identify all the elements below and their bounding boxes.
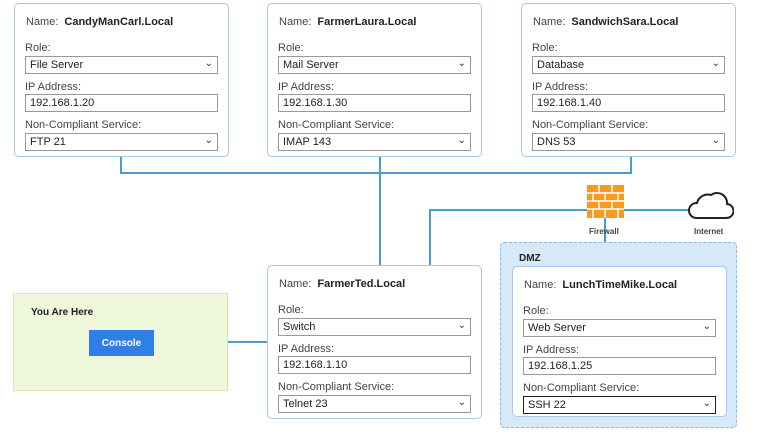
chevron-down-icon: ⌄	[457, 135, 466, 146]
firewall-icon	[587, 185, 624, 218]
service-label: Non-Compliant Service:	[532, 119, 649, 131]
ip-input[interactable]: 192.168.1.10	[278, 356, 471, 374]
role-label: Role:	[25, 42, 51, 54]
host-name-value: FarmerLaura.Local	[317, 16, 417, 28]
ip-input[interactable]: 192.168.1.30	[278, 94, 471, 112]
host-card-farmerted: Name: FarmerTed.Local Role: Switch ⌄ IP Ad…	[267, 265, 482, 419]
host-name: Name: FarmerLaura.Local	[279, 16, 416, 28]
ip-label: IP Address:	[278, 343, 335, 355]
link-ted-firewall-v	[429, 209, 431, 265]
role-label: Role:	[523, 305, 549, 317]
service-label: Non-Compliant Service:	[278, 381, 395, 393]
ip-label: IP Address:	[532, 81, 589, 93]
cloud-icon	[688, 192, 734, 219]
host-name: Name: SandwichSara.Local	[533, 16, 678, 28]
name-label: Name:	[524, 279, 557, 291]
name-label: Name:	[26, 16, 59, 28]
service-label: Non-Compliant Service:	[523, 382, 640, 394]
ip-input[interactable]: 192.168.1.25	[523, 357, 716, 375]
ip-label: IP Address:	[278, 81, 335, 93]
host-name-value: LunchTimeMike.Local	[562, 279, 678, 291]
service-select[interactable]: SSH 22 ⌄	[523, 396, 716, 414]
chevron-down-icon: ⌄	[702, 321, 711, 332]
role-label: Role:	[278, 304, 304, 316]
ip-input[interactable]: 192.168.1.20	[25, 94, 218, 112]
ip-input[interactable]: 192.168.1.40	[532, 94, 725, 112]
service-label: Non-Compliant Service:	[278, 119, 395, 131]
internet-label: Internet	[694, 227, 724, 236]
role-select[interactable]: Mail Server ⌄	[278, 56, 471, 74]
link-console-ted	[228, 341, 268, 343]
chevron-down-icon: ⌄	[457, 58, 466, 69]
service-select[interactable]: IMAP 143 ⌄	[278, 133, 471, 151]
link-sara	[630, 157, 632, 173]
chevron-down-icon: ⌄	[204, 135, 213, 146]
chevron-down-icon: ⌄	[711, 58, 720, 69]
ip-label: IP Address:	[523, 344, 580, 356]
chevron-down-icon: ⌄	[702, 398, 711, 409]
chevron-down-icon: ⌄	[457, 397, 466, 408]
role-select[interactable]: File Server ⌄	[25, 56, 218, 74]
link-laura	[379, 157, 381, 265]
link-lan-bus	[120, 172, 632, 174]
ip-label: IP Address:	[25, 81, 82, 93]
host-card-farmerlaura: Name: FarmerLaura.Local Role: Mail Server…	[267, 3, 482, 157]
chevron-down-icon: ⌄	[204, 58, 213, 69]
role-label: Role:	[532, 42, 558, 54]
host-card-candymancarl: Name: CandyManCarl.Local Role: File Serve…	[14, 3, 229, 157]
dmz-title: DMZ	[519, 253, 541, 264]
you-are-here-panel: You Are Here Console	[13, 293, 228, 391]
chevron-down-icon: ⌄	[457, 320, 466, 331]
host-name-value: CandyManCarl.Local	[64, 16, 174, 28]
you-are-here-title: You Are Here	[31, 307, 94, 318]
host-name: Name: FarmerTed.Local	[279, 278, 405, 290]
name-label: Name:	[279, 16, 312, 28]
service-select[interactable]: FTP 21 ⌄	[25, 133, 218, 151]
role-label: Role:	[278, 42, 304, 54]
service-select[interactable]: Telnet 23 ⌄	[278, 395, 471, 413]
service-label: Non-Compliant Service:	[25, 119, 142, 131]
role-select[interactable]: Switch ⌄	[278, 318, 471, 336]
name-label: Name:	[279, 278, 312, 290]
host-card-lunchtimemike: Name: LunchTimeMike.Local Role: Web Serve…	[512, 266, 727, 417]
name-label: Name:	[533, 16, 566, 28]
console-button[interactable]: Console	[89, 330, 154, 356]
role-select[interactable]: Web Server ⌄	[523, 319, 716, 337]
host-name-value: SandwichSara.Local	[571, 16, 679, 28]
firewall-label: Firewall	[589, 227, 619, 236]
host-name: Name: CandyManCarl.Local	[26, 16, 173, 28]
host-name: Name: LunchTimeMike.Local	[524, 279, 677, 291]
link-ted-firewall-h	[429, 209, 689, 211]
host-card-sandwichsara: Name: SandwichSara.Local Role: Database ⌄ …	[521, 3, 736, 157]
service-select[interactable]: DNS 53 ⌄	[532, 133, 725, 151]
link-carl	[120, 157, 122, 173]
chevron-down-icon: ⌄	[711, 135, 720, 146]
host-name-value: FarmerTed.Local	[317, 278, 406, 290]
role-select[interactable]: Database ⌄	[532, 56, 725, 74]
